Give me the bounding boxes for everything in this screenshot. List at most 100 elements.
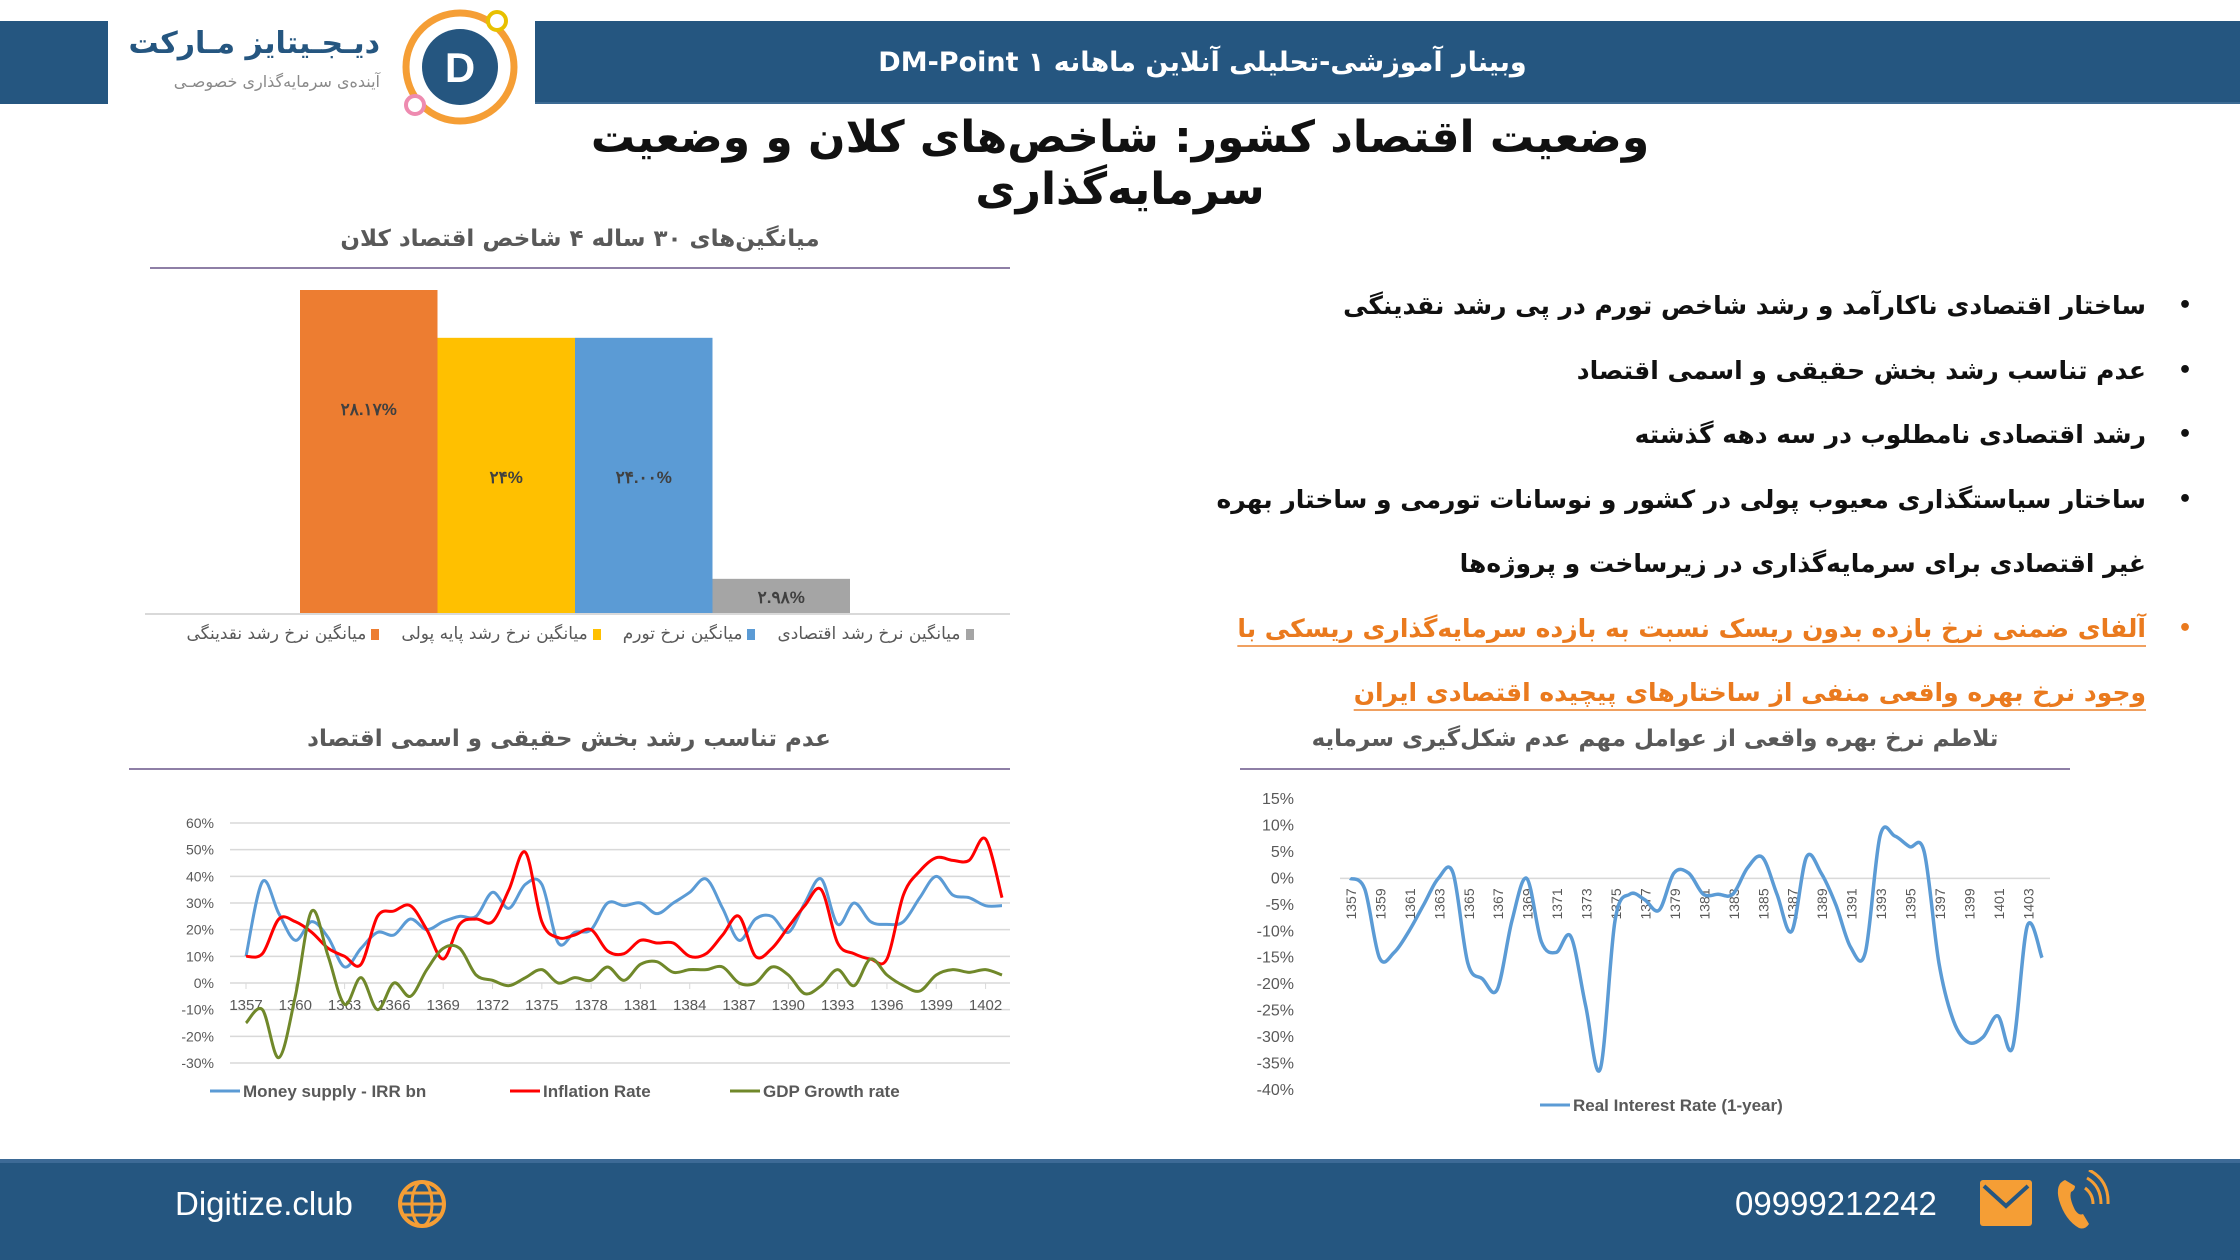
- bar-data-label: ۲۸.۱۷%: [341, 400, 397, 419]
- bullet-text: غیر اقتصادی برای سرمایه‌گذاری در زیرساخت…: [1459, 549, 2146, 578]
- x-tick-label: 1379: [1667, 888, 1683, 919]
- series-line-2: [244, 908, 1003, 1060]
- y-tick-label: 30%: [186, 895, 214, 911]
- legend-item: میانگین نرخ رشد نقدینگی: [186, 622, 380, 646]
- bar-chart-title: میانگین‌های ۳۰ ساله ۴ شاخص اقتصاد کلان: [340, 226, 820, 252]
- bullet-dot: •: [2177, 422, 2192, 447]
- legend-label: میانگین نرخ رشد نقدینگی: [186, 624, 367, 644]
- header-left-block: [0, 21, 108, 104]
- y-tick-label: -40%: [1257, 1082, 1294, 1099]
- website-link[interactable]: Digitize.club: [175, 1185, 353, 1222]
- mail-icon[interactable]: [1980, 1180, 2032, 1226]
- y-tick-label: -15%: [1257, 950, 1294, 967]
- bullet-dot: •: [2177, 293, 2192, 318]
- y-tick-label: -10%: [1257, 923, 1294, 940]
- bar-chart: ۲۸.۱۷% ۲۴% ۲۴.۰۰% ۲.۹۸%: [145, 290, 1010, 615]
- phone-number[interactable]: 09999212242: [1735, 1185, 1937, 1222]
- x-tick-label: 1396: [870, 997, 903, 1014]
- y-tick-label: 50%: [186, 842, 214, 858]
- y-tick-label: 60%: [186, 815, 214, 831]
- x-tick-label: 1387: [722, 997, 755, 1014]
- y-tick-label: 10%: [1262, 817, 1294, 834]
- x-tick-label: 1373: [1579, 888, 1595, 919]
- bullet-item: • ساختار اقتصادی ناکارآمد و رشد شاخص تورم…: [1046, 278, 2192, 343]
- header-bar: [535, 21, 2240, 104]
- line-chart-title: عدم تناسب رشد بخش حقیقی و اسمی اقتصاد: [307, 726, 831, 752]
- bullet-dot: •: [2177, 615, 2192, 641]
- x-tick-label: 1391: [1844, 888, 1860, 919]
- legend-item: میانگین نرخ تورم: [623, 622, 756, 646]
- bullet-text: عدم تناسب رشد بخش حقیقی و اسمی اقتصاد: [1576, 355, 2146, 385]
- x-tick-label: 1389: [1814, 888, 1830, 919]
- x-tick-label: 1367: [1490, 888, 1506, 919]
- x-tick-label: 1363: [1431, 888, 1447, 919]
- bullet-item: غیر اقتصادی برای سرمایه‌گذاری در زیرساخت…: [1046, 536, 2146, 601]
- growth-line-chart: 60% 50% 40% 30% 20% 10% 0% -10% -20% -30% 1357 1360…: [181, 815, 1010, 1101]
- y-tick-label: 5%: [1271, 844, 1294, 861]
- bullet-item: • رشد اقتصادی نامطلوب در سه دهه گذشته: [1046, 407, 2192, 472]
- y-tick-label: -20%: [1257, 976, 1294, 993]
- legend-swatch: [371, 628, 380, 640]
- slide-title-line2: سرمایه‌گذاری: [975, 164, 1265, 215]
- y-tick-label: -10%: [181, 1002, 214, 1018]
- bullet-item: • عدم تناسب رشد بخش حقیقی و اسمی اقتصاد: [1046, 343, 2192, 408]
- bar-data-label: ۲۴%: [490, 468, 523, 487]
- bullet-text: وجود نرخ بهره واقعی منفی از ساختارهای پی…: [1353, 678, 2146, 707]
- x-tick-label: 1381: [624, 997, 657, 1014]
- x-tick-label: 1361: [1402, 888, 1418, 919]
- bar-1: [437, 337, 575, 613]
- x-tick-label: 1378: [574, 997, 607, 1014]
- legend-label: میانگین نرخ رشد پایه پولی: [401, 624, 588, 644]
- bullet-list: • ساختار اقتصادی ناکارآمد و رشد شاخص تورم…: [1046, 278, 2192, 730]
- x-tick-label: 1359: [1372, 888, 1388, 919]
- legend-swatch: [747, 628, 756, 640]
- bullet-text: ساختار اقتصادی ناکارآمد و رشد شاخص تورم …: [1343, 291, 2146, 320]
- bar-2: [575, 337, 713, 613]
- x-tick-label: 1357: [1343, 888, 1359, 919]
- x-tick-label: 1402: [969, 997, 1002, 1014]
- bullet-text: رشد اقتصادی نامطلوب در سه دهه گذشته: [1634, 420, 2146, 449]
- y-tick-label: -35%: [1257, 1056, 1294, 1073]
- x-tick-label: 1375: [1608, 888, 1624, 919]
- legend-label: GDP Growth rate: [763, 1082, 900, 1101]
- legend-item: میانگین نرخ رشد اقتصادی: [777, 622, 974, 646]
- bullet-text: ساختار سیاستگذاری معیوب پولی در کشور و ن…: [1216, 484, 2146, 514]
- x-tick-label: 1371: [1549, 888, 1565, 919]
- x-tick-label: 1397: [1932, 888, 1948, 919]
- y-tick-label: -20%: [181, 1028, 214, 1044]
- x-tick-label: 1393: [1873, 888, 1889, 919]
- y-tick-label: 0%: [194, 975, 214, 991]
- legend-label: Money supply - IRR bn: [243, 1082, 426, 1101]
- legend-swatch: [965, 628, 974, 640]
- y-tick-label: 0%: [1271, 870, 1294, 887]
- real-interest-line-chart: 15% 10% 5% 0% -5% -10% -15% -20% -25% -30% -35% -40…: [1257, 791, 2050, 1115]
- bullet-dot: •: [2177, 357, 2192, 383]
- slide-title: وضعیت اقتصاد کشور: شاخص‌های کلان و وضعیت…: [320, 112, 1920, 216]
- x-tick-label: 1399: [1961, 888, 1977, 919]
- x-tick-label: 1385: [1755, 888, 1771, 919]
- bar-chart-legend: میانگین نرخ رشد نقدینگی میانگین نرخ رشد پ…: [140, 622, 1020, 646]
- phone-icon[interactable]: [2055, 1170, 2111, 1232]
- bullet-item: • آلفای ضمنی نرخ بازده بدون ریسک نسبت به …: [1046, 601, 2192, 666]
- y-tick-label: 40%: [186, 868, 214, 884]
- webinar-title: وبینار آموزشی-تحلیلی آنلاین ماهانه DM-Po…: [878, 47, 1527, 78]
- series-line-1: [245, 836, 1004, 968]
- logo-icon: D: [402, 9, 518, 125]
- y-tick-label: -5%: [1266, 897, 1294, 914]
- x-tick-label: 1384: [673, 997, 706, 1014]
- x-tick-label: 1369: [427, 997, 460, 1014]
- bar-chart-divider: [150, 267, 1010, 269]
- y-tick-label: -30%: [1257, 1029, 1294, 1046]
- bullet-text: آلفای ضمنی نرخ بازده بدون ریسک نسبت به ب…: [1237, 613, 2146, 643]
- bar-3: [712, 578, 850, 613]
- y-tick-label: 20%: [186, 922, 214, 938]
- globe-icon: [398, 1180, 446, 1228]
- logo-letter: D: [445, 44, 475, 91]
- x-tick-label: 1375: [525, 997, 558, 1014]
- legend-item: میانگین نرخ رشد پایه پولی: [401, 622, 601, 646]
- x-tick-label: 1365: [1461, 888, 1477, 919]
- real-rate-chart-divider: [1240, 768, 2070, 770]
- y-tick-label: -25%: [1257, 1003, 1294, 1020]
- logo-name: دیـجـیتایز مـارکت: [128, 26, 380, 61]
- legend-label: Real Interest Rate (1-year): [1573, 1096, 1783, 1115]
